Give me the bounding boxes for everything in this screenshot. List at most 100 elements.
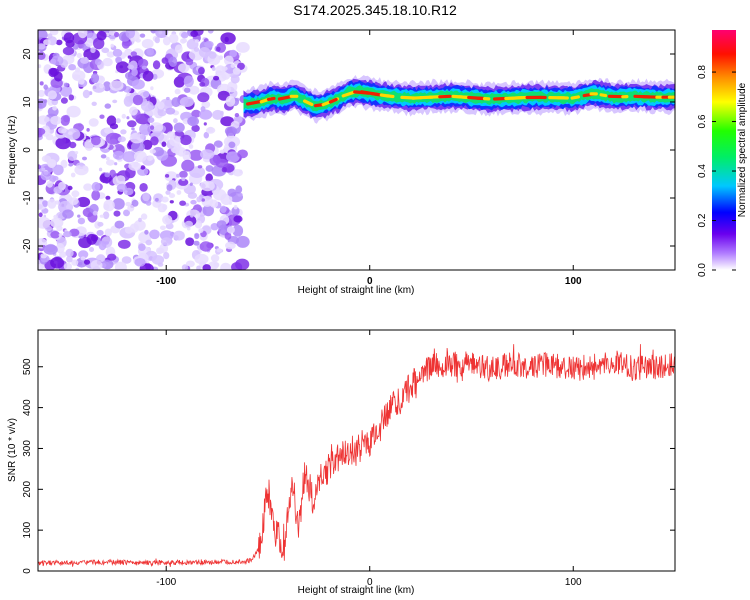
noise-blob: [163, 252, 170, 260]
noise-blob: [141, 38, 154, 49]
noise-blob: [63, 32, 75, 44]
noise-blob: [221, 167, 228, 173]
noise-blob: [146, 47, 155, 56]
noise-blob: [140, 165, 146, 170]
noise-blob: [117, 136, 126, 143]
noise-blob: [203, 131, 209, 139]
noise-blob: [128, 161, 142, 171]
colorbar-tick-label: 0.4: [697, 164, 708, 178]
noise-blob: [173, 122, 185, 133]
noise-blob: [236, 42, 250, 53]
x-tick-label: 0: [367, 577, 373, 588]
noise-blob: [68, 94, 75, 101]
noise-blob: [86, 127, 90, 132]
noise-blob: [69, 228, 80, 237]
noise-blob: [104, 228, 112, 237]
noise-blob: [213, 75, 220, 81]
snr-x-label: Height of straight line (km): [298, 585, 415, 596]
spectrogram-y-label: Frequency (Hz): [7, 116, 18, 185]
noise-blob: [117, 239, 131, 249]
y-tick-label: 0: [22, 568, 33, 574]
noise-blob: [98, 240, 107, 251]
noise-blob: [112, 198, 125, 210]
noise-blob: [133, 150, 147, 163]
noise-blob: [90, 47, 96, 54]
noise-blob: [130, 141, 145, 153]
noise-blob: [74, 151, 79, 155]
noise-blob: [67, 150, 78, 161]
noise-blob: [109, 169, 116, 178]
noise-blob: [76, 52, 83, 59]
noise-blob: [126, 116, 130, 120]
noise-blob: [38, 30, 48, 41]
noise-blob: [198, 228, 204, 234]
colorbar-ticks: 0.0 0.2 0.4 0.6 0.8: [697, 65, 736, 277]
noise-blob: [179, 134, 192, 146]
noise-blob: [157, 109, 167, 117]
x-tick-label: 100: [565, 577, 582, 588]
noise-blob: [183, 75, 194, 88]
noise-blob: [131, 68, 138, 77]
noise-blob: [138, 243, 146, 251]
noise-blob: [164, 99, 174, 107]
noise-blob: [38, 43, 46, 50]
noise-blob: [156, 247, 163, 255]
noise-blob: [66, 255, 73, 263]
noise-blob: [173, 118, 178, 124]
noise-blob: [79, 162, 84, 167]
noise-blob: [137, 166, 149, 176]
noise-blob: [131, 79, 145, 90]
noise-blob: [233, 205, 238, 210]
noise-blob: [121, 39, 130, 49]
y-tick-label: -20: [22, 238, 33, 253]
noise-blob: [59, 85, 73, 97]
spectrogram-x-label: Height of straight line (km): [298, 285, 415, 296]
x-tick-label: -100: [156, 577, 176, 588]
noise-blob: [62, 209, 74, 219]
noise-blob: [63, 82, 69, 88]
noise-blob: [162, 204, 168, 211]
noise-blob: [40, 253, 48, 259]
noise-blob: [129, 132, 144, 144]
noise-blob: [173, 230, 185, 241]
ridge-peak: [328, 97, 338, 104]
noise-blob: [185, 237, 195, 246]
noise-blob: [104, 172, 110, 178]
noise-blob: [58, 233, 63, 237]
spectrogram-noise: [38, 30, 250, 270]
noise-blob: [101, 47, 110, 54]
noise-blob: [66, 105, 81, 118]
noise-blob: [147, 117, 155, 123]
y-tick-label: 100: [22, 521, 33, 538]
noise-blob: [47, 159, 57, 167]
noise-blob: [132, 94, 143, 106]
noise-blob: [82, 165, 89, 171]
noise-blob: [38, 64, 42, 69]
noise-blob: [178, 178, 189, 186]
noise-blob: [202, 204, 214, 217]
noise-blob: [225, 95, 236, 107]
noise-blob: [200, 106, 206, 112]
snr-line: [38, 344, 675, 568]
snr-ticks: -100 0 100 0 100 200 300 400 500: [22, 330, 675, 588]
noise-blob: [190, 199, 197, 205]
noise-blob: [224, 126, 238, 136]
noise-blob: [199, 109, 213, 120]
noise-blob: [190, 213, 194, 218]
noise-blob: [238, 52, 242, 56]
noise-blob: [65, 128, 81, 140]
noise-blob: [60, 159, 68, 169]
noise-blob: [220, 32, 236, 45]
noise-blob: [68, 131, 73, 135]
noise-blob: [138, 217, 142, 223]
noise-blob: [51, 55, 64, 66]
ridge-peak: [266, 96, 276, 102]
noise-blob: [145, 200, 152, 206]
noise-blob: [194, 253, 209, 265]
noise-blob: [161, 141, 167, 147]
noise-blob: [176, 173, 180, 178]
noise-blob: [115, 56, 122, 63]
noise-blob: [123, 209, 130, 217]
colorbar: 0.0 0.2 0.4 0.6 0.8 Normalized spectral ampl…: [697, 30, 748, 277]
noise-blob: [140, 213, 148, 220]
